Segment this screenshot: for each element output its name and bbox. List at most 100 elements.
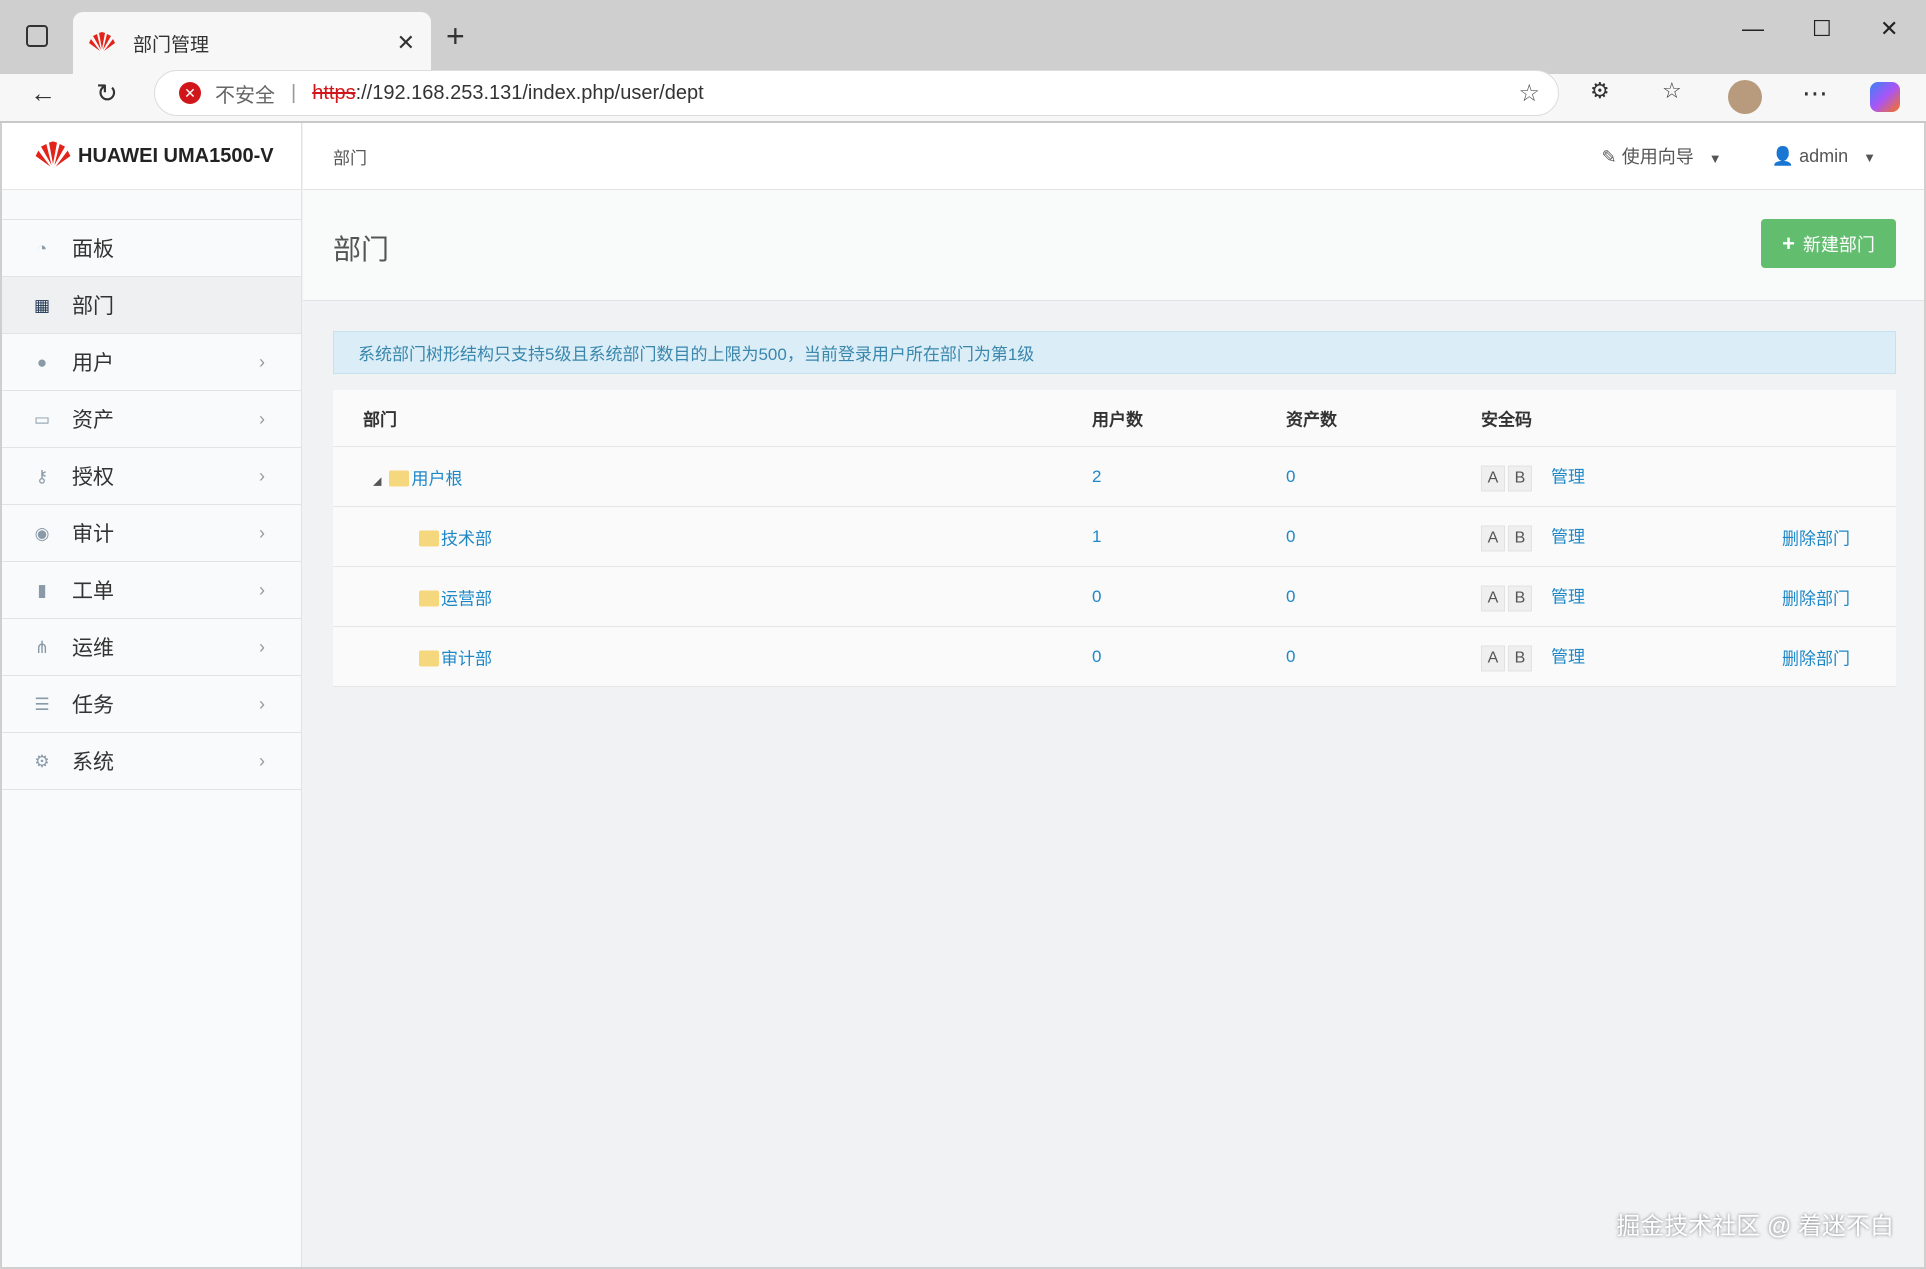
delete-department-link[interactable]: 删除部门 — [1782, 589, 1850, 608]
sitemap-icon: ⋔ — [34, 638, 50, 657]
delete-department-link[interactable]: 删除部门 — [1782, 649, 1850, 668]
browser-tab[interactable]: 部门管理 ✕ — [73, 12, 431, 74]
url-scheme: https — [312, 81, 356, 104]
page-title: 部门 — [333, 234, 390, 265]
header-security-code: 安全码 — [1481, 410, 1532, 430]
url-text: ://192.168.253.131/index.php/user/dept — [355, 81, 704, 104]
security-code-b: B — [1508, 465, 1532, 491]
sidebar-item-label: 工单 — [72, 580, 114, 603]
profile-avatar[interactable] — [1728, 80, 1762, 114]
address-bar-row: ← ↻ ✕ 不安全 | https://192.168.253.131/inde… — [0, 70, 1926, 123]
new-department-button[interactable]: + 新建部门 — [1761, 219, 1896, 268]
chevron-right-icon: › — [259, 465, 265, 486]
sidebar-item[interactable]: ☰ 任务 › — [2, 676, 301, 733]
sidebar-item-label: 运维 — [72, 637, 114, 660]
sidebar-toggle-icon[interactable] — [26, 25, 48, 47]
sidebar: HUAWEI UMA1500-V ◔ 面板 ▦ 部门 ● 用户 › ▭ 资产 ›… — [2, 123, 302, 1267]
sidebar-item-label: 资产 — [72, 409, 114, 432]
security-code-a: A — [1481, 465, 1505, 491]
close-tab-icon[interactable]: ✕ — [396, 30, 415, 55]
main-content: 部门 ✎ 使用向导 ▼ 👤 admin ▼ 部门 + 新建部门 系统部门树形结构只… — [303, 123, 1924, 1267]
sidebar-item[interactable]: ⚷ 授权 › — [2, 448, 301, 505]
chevron-right-icon: › — [259, 351, 265, 372]
copilot-icon[interactable] — [1870, 82, 1900, 112]
sidebar-item[interactable]: ⋔ 运维 › — [2, 619, 301, 676]
user-label: admin — [1799, 145, 1849, 166]
magic-wand-icon: ✎ — [1601, 147, 1617, 167]
folder-icon — [419, 590, 439, 606]
info-alert: 系统部门树形结构只支持5级且系统部门数目的上限为500，当前登录用户所在部门为第… — [333, 331, 1896, 374]
manage-link[interactable]: 管理 — [1551, 647, 1585, 666]
insecure-label: 不安全 — [215, 84, 275, 107]
collapse-caret-icon[interactable]: ◢ — [373, 475, 382, 487]
asset-count-link[interactable]: 0 — [1286, 526, 1296, 546]
minimize-icon[interactable]: — — [1742, 16, 1764, 41]
file-icon: ▮ — [37, 581, 47, 600]
sidebar-item-label: 用户 — [72, 352, 114, 375]
user-menu[interactable]: 👤 admin ▼ — [1772, 146, 1876, 167]
window-close-icon[interactable]: ✕ — [1880, 16, 1899, 41]
logo-text: HUAWEI UMA1500-V — [78, 144, 274, 167]
sidebar-item-label: 部门 — [72, 295, 114, 318]
sidebar-item[interactable]: ◉ 审计 › — [2, 505, 301, 562]
back-icon[interactable]: ← — [30, 78, 56, 108]
folder-icon — [419, 650, 439, 666]
user-count-link[interactable]: 0 — [1092, 586, 1102, 606]
chevron-right-icon: › — [259, 408, 265, 429]
extensions-icon[interactable]: ⚙ — [1590, 78, 1610, 103]
table-row: 技术部 1 0 A B 管理 删除部门 — [333, 507, 1896, 567]
favorite-star-icon[interactable]: ☆ — [1518, 79, 1540, 107]
manage-link[interactable]: 管理 — [1551, 467, 1585, 486]
asset-count-link[interactable]: 0 — [1286, 646, 1296, 666]
plus-icon: + — [1782, 230, 1795, 256]
department-link[interactable]: 审计部 — [441, 649, 492, 668]
sidebar-item-label: 面板 — [72, 238, 114, 261]
maximize-icon[interactable]: ☐ — [1812, 16, 1832, 41]
department-link[interactable]: 运营部 — [441, 589, 492, 608]
user-count-link[interactable]: 0 — [1092, 646, 1102, 666]
guide-menu[interactable]: ✎ 使用向导 ▼ — [1602, 143, 1722, 169]
sidebar-spacer — [2, 190, 301, 220]
user-icon: 👤 — [1771, 145, 1795, 166]
more-icon[interactable]: ⋯ — [1802, 78, 1828, 108]
manage-link[interactable]: 管理 — [1551, 587, 1585, 606]
department-link[interactable]: 用户根 — [411, 469, 463, 488]
user-icon: ● — [36, 353, 48, 372]
security-code-b: B — [1508, 645, 1532, 671]
new-tab-icon[interactable]: + — [446, 18, 465, 54]
breadcrumb: 部门 — [333, 148, 367, 168]
delete-department-link[interactable]: 删除部门 — [1782, 529, 1850, 548]
huawei-logo-icon — [35, 141, 71, 167]
favorites-icon[interactable]: ☆ — [1662, 78, 1682, 103]
divider: | — [291, 81, 297, 104]
user-count-link[interactable]: 2 — [1092, 466, 1102, 486]
insecure-icon: ✕ — [179, 82, 201, 104]
key-icon: ⚷ — [35, 467, 49, 486]
asset-count-link[interactable]: 0 — [1286, 466, 1296, 486]
tab-title: 部门管理 — [133, 34, 210, 56]
sidebar-item-label: 任务 — [72, 694, 114, 717]
monitor-icon: ▭ — [33, 410, 51, 429]
sidebar-item[interactable]: ● 用户 › — [2, 334, 301, 391]
sidebar-item[interactable]: ▦ 部门 — [2, 277, 301, 334]
sidebar-item-label: 审计 — [72, 523, 114, 546]
user-count-link[interactable]: 1 — [1092, 526, 1102, 546]
sidebar-item[interactable]: ▭ 资产 › — [2, 391, 301, 448]
huawei-favicon-icon — [89, 32, 115, 51]
watermark: 掘金技术社区 @ 着迷不白 — [1616, 1213, 1894, 1240]
chevron-right-icon: › — [259, 579, 265, 600]
top-header: 部门 ✎ 使用向导 ▼ 👤 admin ▼ — [303, 123, 1924, 190]
asset-count-link[interactable]: 0 — [1286, 586, 1296, 606]
sidebar-item[interactable]: ◔ 面板 — [2, 220, 301, 277]
manage-link[interactable]: 管理 — [1551, 527, 1585, 546]
header-assets: 资产数 — [1286, 410, 1337, 430]
address-bar[interactable]: ✕ 不安全 | https://192.168.253.131/index.ph… — [154, 70, 1559, 116]
folder-icon — [389, 470, 410, 486]
sidebar-item[interactable]: ⚙ 系统 › — [2, 733, 301, 790]
reload-icon[interactable]: ↻ — [96, 78, 118, 108]
security-code-b: B — [1508, 525, 1532, 551]
chevron-right-icon: › — [259, 636, 265, 657]
sidebar-item[interactable]: ▮ 工单 › — [2, 562, 301, 619]
department-link[interactable]: 技术部 — [441, 529, 492, 548]
